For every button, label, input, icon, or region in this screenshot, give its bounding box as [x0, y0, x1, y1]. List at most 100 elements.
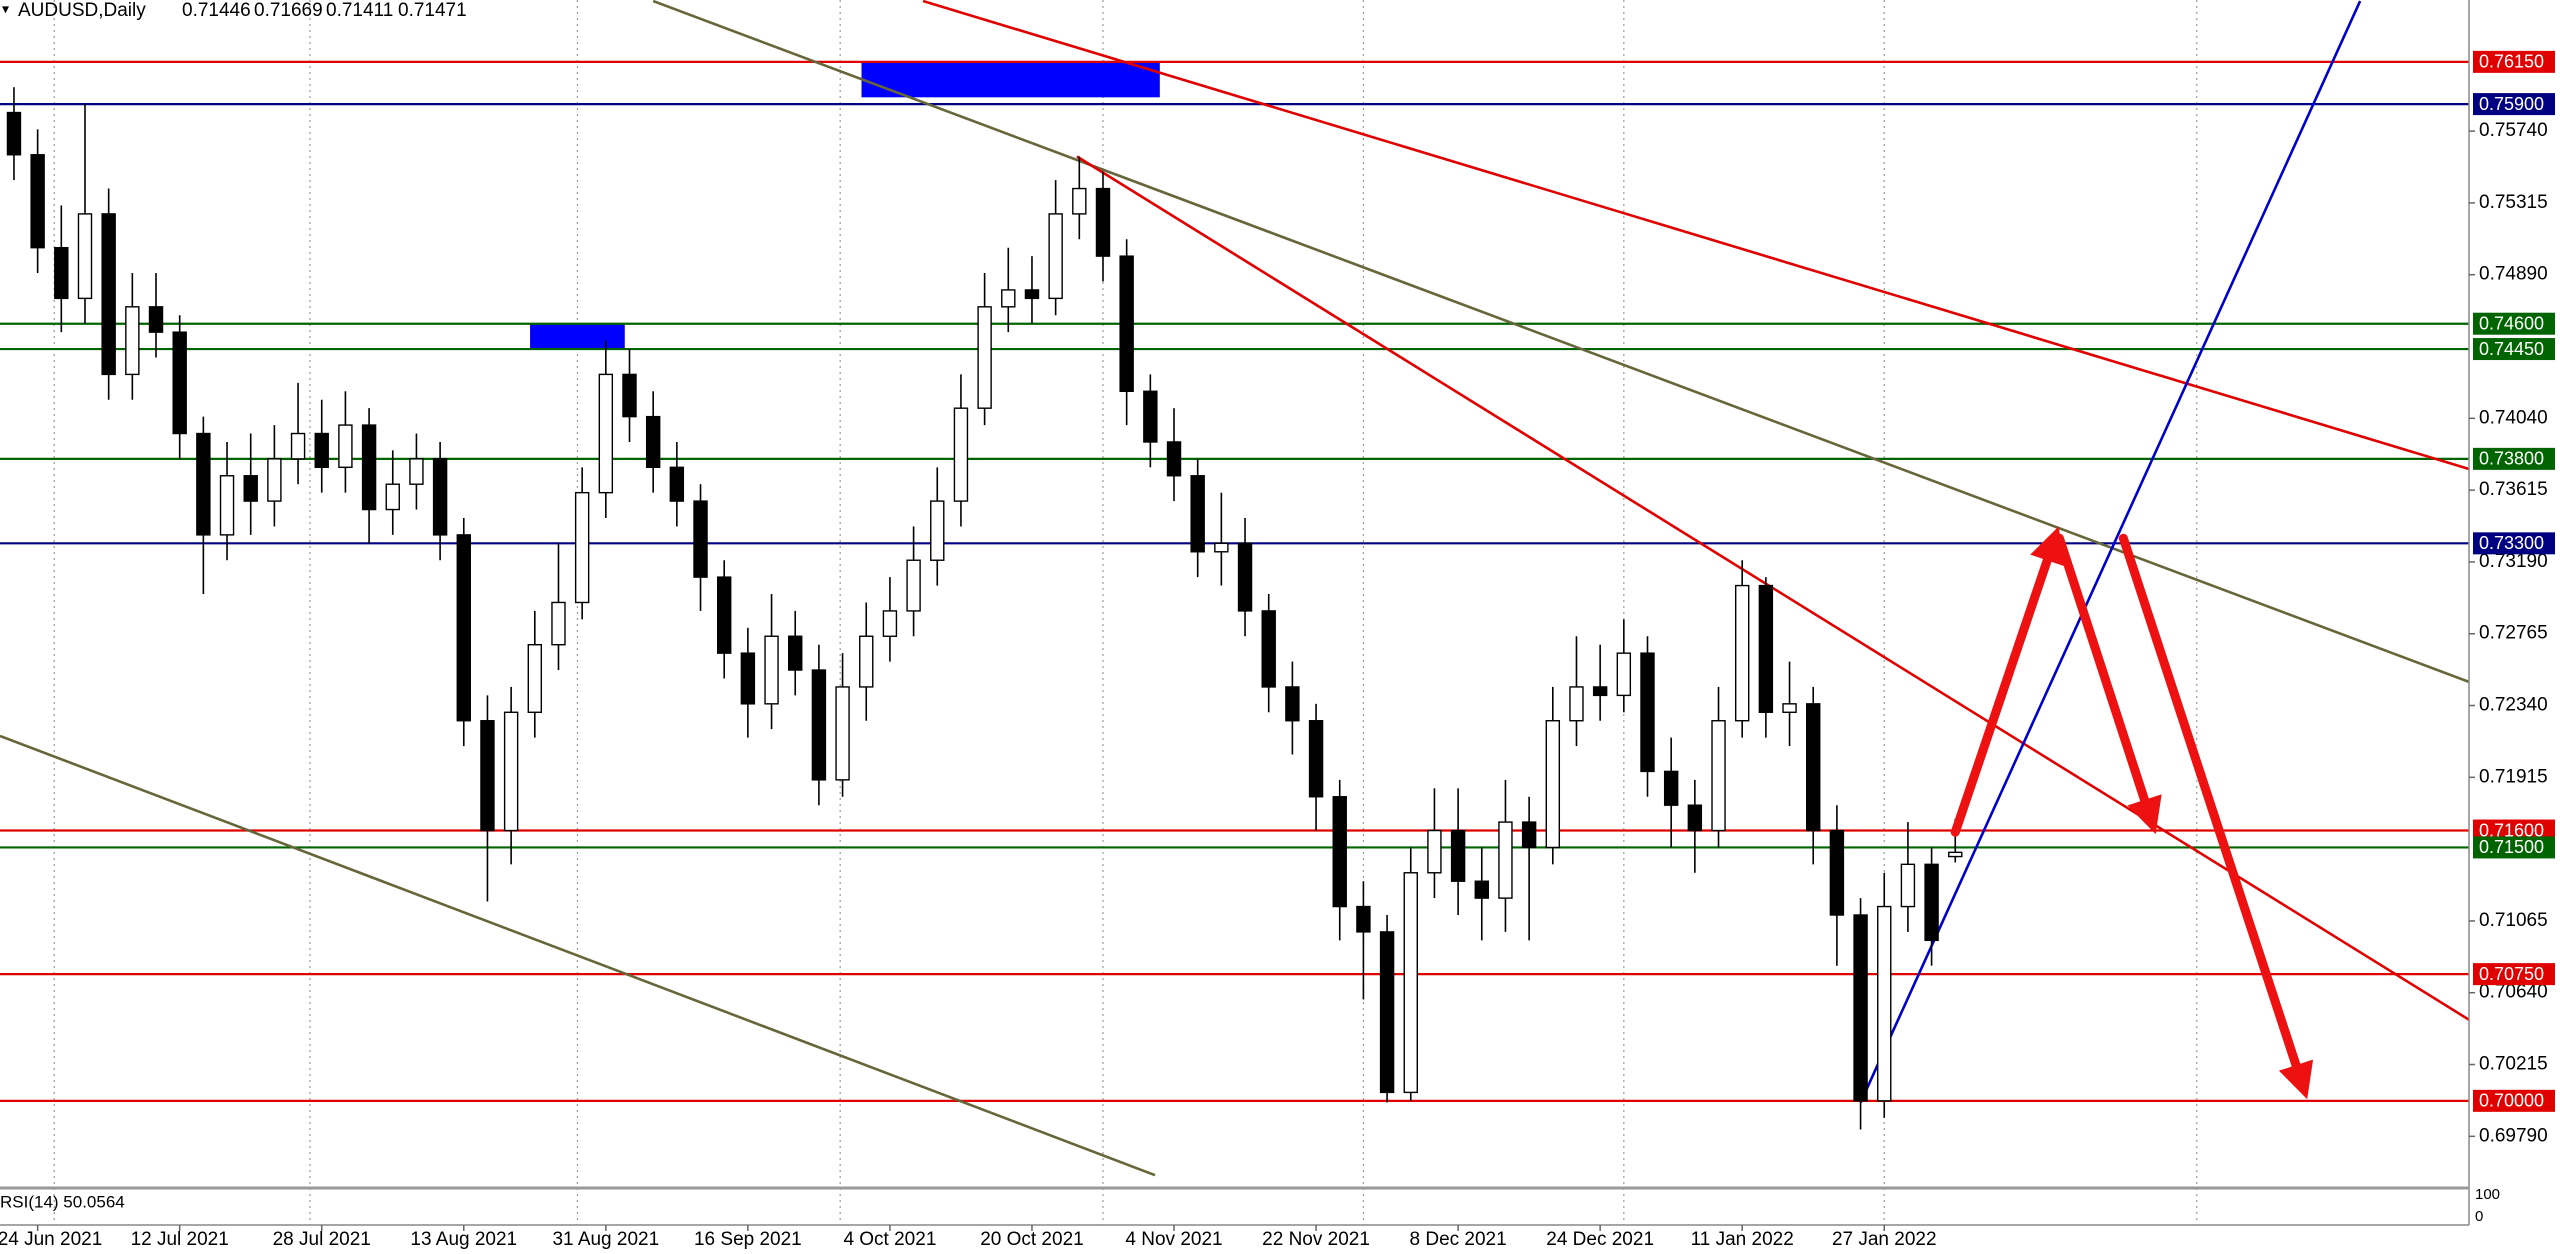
y-tick-label: 0.71065 — [2479, 910, 2548, 931]
candle-body — [1474, 880, 1489, 899]
candle-body — [788, 635, 803, 671]
candle-body — [527, 644, 543, 713]
candle-body — [1214, 542, 1229, 553]
candle-body — [622, 373, 637, 418]
y-tick-label: 0.75740 — [2479, 120, 2548, 141]
level-tag — [2473, 338, 2555, 361]
level-tag — [2473, 963, 2555, 986]
candle-body — [1829, 829, 1845, 916]
level-label: 0.70000 — [2479, 1091, 2544, 1111]
menu-triangle[interactable]: ▾ — [2, 1, 9, 17]
candle-body — [1521, 821, 1537, 849]
zone — [530, 323, 625, 350]
candle-body — [1024, 289, 1040, 300]
candle-body — [1356, 905, 1371, 933]
x-tick-label: 28 Jul 2021 — [273, 1229, 371, 1250]
candle-body — [125, 306, 140, 376]
x-tick-label: 31 Aug 2021 — [552, 1229, 659, 1250]
x-tick-label: 4 Nov 2021 — [1125, 1229, 1222, 1250]
candle-body — [54, 246, 69, 300]
candle-body — [1687, 804, 1703, 832]
rsi-label: RSI(14) 50.0564 — [0, 1192, 125, 1211]
trend-line — [922, 0, 2469, 471]
level-tag — [2473, 447, 2555, 470]
level-tag — [2473, 836, 2555, 859]
rsi-tick-label: 100 — [2475, 1186, 2500, 1203]
x-tick-label: 16 Sep 2021 — [694, 1229, 802, 1250]
x-tick-label: 22 Nov 2021 — [1262, 1229, 1370, 1250]
level-label: 0.76150 — [2479, 52, 2544, 72]
level-label: 0.74450 — [2479, 339, 2544, 359]
y-tick-label: 0.72340 — [2479, 695, 2548, 716]
arrow — [1950, 526, 2065, 837]
y-tick-label: 0.73615 — [2479, 479, 2548, 500]
candle-body — [1498, 821, 1513, 899]
candle-body — [1427, 829, 1442, 874]
candle-body — [30, 154, 45, 249]
arrow — [2054, 533, 2162, 835]
x-tick-label: 4 Oct 2021 — [843, 1229, 936, 1250]
candle-body — [574, 491, 590, 604]
candle-body — [267, 458, 282, 502]
x-tick-label: 27 Jan 2022 — [1832, 1229, 1937, 1250]
y-tick-label: 0.72765 — [2479, 623, 2548, 644]
candle-body — [835, 686, 850, 781]
candle-body — [1001, 289, 1016, 308]
candle-body — [859, 635, 874, 688]
candle-body — [645, 415, 661, 469]
level-label: 0.73800 — [2479, 449, 2544, 469]
level-tag — [2473, 819, 2555, 842]
candle-body — [385, 483, 400, 511]
level-tag — [2473, 93, 2555, 116]
y-tick-label: 0.75315 — [2479, 192, 2548, 213]
y-tick-label: 0.74890 — [2479, 264, 2548, 285]
chart-title: AUDUSD,Daily — [18, 0, 146, 21]
candle-body — [1379, 931, 1395, 1094]
candle-body — [77, 213, 93, 300]
candle-body — [1853, 914, 1868, 1102]
candle-body — [1261, 610, 1276, 688]
candle-body — [338, 424, 353, 469]
candle-body — [1616, 652, 1632, 697]
candle-body — [432, 458, 448, 536]
candle-body — [1569, 686, 1584, 722]
level-tag — [2473, 50, 2555, 73]
candle-body — [811, 669, 827, 781]
rsi-tick-label: 0 — [2475, 1208, 2483, 1225]
candle-body — [740, 652, 756, 705]
candle-body — [148, 306, 164, 333]
candle-body — [1403, 872, 1418, 1094]
candle-body — [1143, 390, 1158, 443]
candle-body — [1332, 796, 1347, 908]
y-tick-label: 0.70640 — [2479, 982, 2548, 1003]
x-tick-label: 24 Jun 2021 — [0, 1229, 102, 1250]
candle-body — [503, 711, 519, 832]
level-tag — [2473, 1089, 2555, 1112]
y-tick-label: 0.69790 — [2479, 1125, 2548, 1146]
level-label: 0.75900 — [2479, 94, 2544, 114]
candle-body — [1806, 703, 1821, 832]
candle-body — [1545, 720, 1561, 849]
candle-body — [693, 500, 708, 578]
zone — [861, 61, 1160, 98]
candle-body — [219, 475, 235, 536]
candle-body — [1308, 720, 1324, 798]
x-tick-label: 8 Dec 2021 — [1410, 1229, 1507, 1250]
candle-body — [1166, 441, 1182, 477]
candle-body — [716, 576, 732, 654]
candle-body — [456, 534, 471, 722]
candle-body — [1048, 213, 1063, 300]
candle-body — [1095, 187, 1111, 257]
candle-body — [1711, 720, 1726, 832]
x-tick-label: 13 Aug 2021 — [410, 1229, 517, 1250]
candle-body — [1900, 863, 1916, 908]
y-tick-label: 0.74040 — [2479, 407, 2548, 428]
candle-body — [930, 500, 945, 561]
candle-body — [172, 331, 187, 435]
candle-body — [1119, 255, 1134, 392]
plot-area — [0, 0, 2469, 1188]
candle-body — [1782, 703, 1797, 713]
candle-body — [953, 407, 969, 502]
